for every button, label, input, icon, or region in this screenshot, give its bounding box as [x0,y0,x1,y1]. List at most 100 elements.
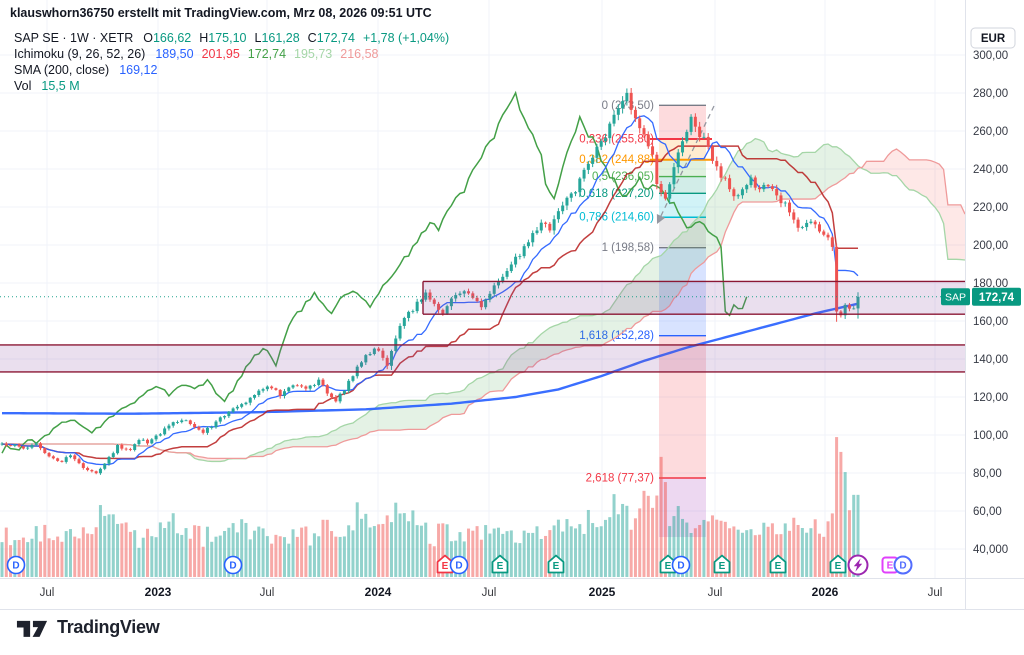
ichimoku-label[interactable]: Ichimoku (9, 26, 52, 26) [14,47,146,61]
volume-bar [312,533,316,577]
currency-button[interactable] [970,27,1016,49]
price-axis-label: 120,00 [973,392,1008,404]
candle-body [766,184,770,187]
candle-body [740,189,744,196]
volume-bar [556,519,560,577]
candle-body [300,385,304,387]
volume-bar [749,529,753,577]
candle-body [60,460,64,462]
symbol-title[interactable]: SAP SE · 1W · XETR [14,31,134,45]
event-marker-e[interactable]: E [491,554,509,574]
volume-bar [770,523,774,577]
fib-level-label: 0,236 (255,80) [579,133,654,145]
candle-body [158,434,162,436]
sma-label[interactable]: SMA (200, close) [14,63,110,77]
volume-bar [163,528,167,577]
candle-body [214,421,218,428]
candle-body [514,256,518,265]
price-bands-layer[interactable] [0,280,970,373]
candle-body [672,167,676,185]
price-axis-label: 300,00 [973,50,1008,62]
candle-body [710,146,714,161]
volume-bar [248,539,252,577]
volume-bar [698,524,702,577]
volume-bar [488,533,492,577]
candle-body [68,455,72,458]
price-axis-label: 260,00 [973,126,1008,138]
candle-body [171,422,175,426]
event-marker-d-future[interactable]: D [893,555,913,575]
volume-bar [128,531,132,577]
volume-bar [197,525,201,577]
candle-body [445,306,449,314]
volume-bar [407,521,411,577]
event-marker-e[interactable]: E [829,554,847,574]
ichimoku-kijun-value: 201,95 [201,47,240,61]
volume-bar [655,495,659,577]
volume-bar [535,526,539,577]
candle-body [330,393,334,398]
candle-body [184,420,188,422]
candle-body [599,141,603,147]
volume-bar [60,541,64,577]
price-axis[interactable]: 300,00 280,00 260,00 240,00 220,00 200,00 180,… [941,27,1021,556]
volume-label[interactable]: Vol [14,79,32,93]
volume-bar [625,505,629,577]
ichimoku-senkou-b-value: 216,58 [340,47,379,61]
event-marker-e[interactable]: E [769,554,787,574]
event-marker-d[interactable]: D [671,555,691,575]
volume-bar [693,528,697,577]
event-marker-d[interactable]: D [449,555,469,575]
volume-bar [90,534,94,577]
fib-level-label: 0,618 (227,20) [579,188,654,200]
band-rectangle[interactable] [0,344,970,372]
candle-body [428,292,432,300]
candle-body [274,388,278,390]
event-marker-e[interactable]: E [547,554,565,574]
candle-body [505,271,509,277]
candle-body [586,163,590,170]
volume-bar [385,515,389,577]
marker-letter: E [497,561,504,572]
volume-bar [21,537,25,577]
candle-body [809,221,813,223]
candle-body [398,325,402,339]
candle-body [638,118,642,129]
volume-bar [270,543,274,577]
volume-bar [287,543,291,577]
candle-body [663,192,667,199]
candle-body [312,385,316,386]
volume-bar [360,518,364,577]
volume-bar [210,541,214,577]
candle-body [612,114,616,124]
volume-bar [475,526,479,577]
band-rectangle[interactable] [423,281,970,315]
candle-body [261,389,265,391]
time-axis-label: Jul [708,587,723,599]
volume-bar [402,513,406,577]
candle-body [591,157,595,164]
ichimoku-cloud [156,448,251,462]
event-marker-d[interactable]: D [223,555,243,575]
fib-trend-line[interactable] [656,105,715,225]
volume-bar [595,527,599,577]
event-marker-flash[interactable] [847,554,869,576]
candle-body [646,134,650,147]
volume-bar [702,519,706,577]
event-marker-e-future[interactable]: E [881,556,899,574]
candle-body [779,195,783,204]
candles-layer[interactable] [0,88,860,475]
candle-body [454,295,458,299]
candle-body [800,227,804,228]
ichimoku-senkou-a-value: 195,73 [294,47,333,61]
event-marker-e[interactable]: E [713,554,731,574]
time-axis[interactable]: Jul 2023 Jul 2024 Jul 2025 Jul 2026 Jul [40,585,943,599]
candle-body [180,420,184,423]
event-marker-d[interactable]: D [6,555,26,575]
volume-bar [0,542,4,577]
tradingview-brand[interactable]: TradingView [16,615,160,640]
volume-bar [492,528,496,577]
time-axis-label: 2023 [145,585,172,599]
